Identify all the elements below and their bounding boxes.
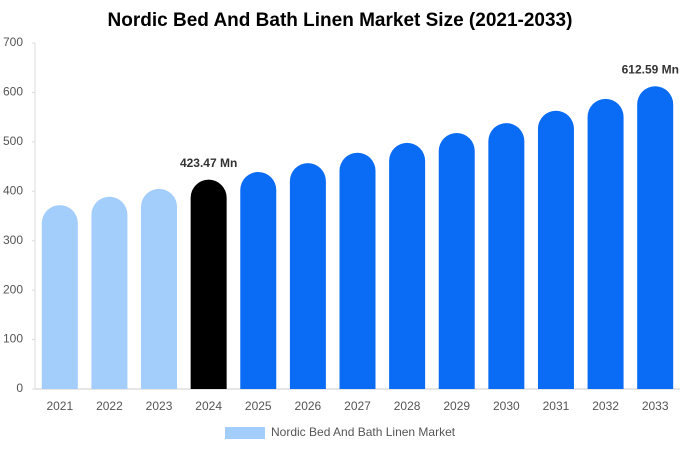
legend-label: Nordic Bed And Bath Linen Market bbox=[271, 425, 456, 439]
value-label: 612.59 Mn bbox=[622, 62, 679, 76]
bar bbox=[91, 196, 128, 389]
y-tick-label: 700 bbox=[3, 35, 23, 49]
x-tick-label: 2033 bbox=[642, 399, 669, 413]
bar bbox=[240, 172, 277, 389]
bar bbox=[438, 132, 475, 389]
bar bbox=[41, 205, 78, 389]
x-tick-label: 2030 bbox=[493, 399, 520, 413]
bar bbox=[389, 142, 426, 389]
y-tick-label: 500 bbox=[3, 134, 23, 148]
bar bbox=[587, 98, 624, 390]
bar bbox=[339, 152, 376, 389]
y-tick-label: 600 bbox=[3, 85, 23, 99]
x-tick-label: 2022 bbox=[96, 399, 123, 413]
legend-swatch bbox=[225, 427, 265, 439]
y-tick-label: 400 bbox=[3, 183, 23, 197]
x-tick-label: 2027 bbox=[344, 399, 371, 413]
y-tick-label: 0 bbox=[16, 381, 23, 395]
bar bbox=[141, 188, 178, 389]
x-tick-label: 2024 bbox=[195, 399, 222, 413]
bar bbox=[488, 123, 525, 390]
x-tick-label: 2021 bbox=[46, 399, 73, 413]
y-tick-label: 200 bbox=[3, 282, 23, 296]
bar bbox=[637, 86, 674, 390]
x-tick-label: 2032 bbox=[592, 399, 619, 413]
chart-title: Nordic Bed And Bath Linen Market Size (2… bbox=[108, 10, 573, 31]
y-tick-label: 300 bbox=[3, 233, 23, 247]
x-tick-label: 2025 bbox=[245, 399, 272, 413]
bar bbox=[289, 163, 326, 389]
x-tick-label: 2031 bbox=[543, 399, 570, 413]
x-tick-label: 2029 bbox=[443, 399, 470, 413]
x-tick-label: 2023 bbox=[146, 399, 173, 413]
bar bbox=[190, 179, 227, 389]
y-tick-label: 100 bbox=[3, 332, 23, 346]
x-tick-label: 2026 bbox=[295, 399, 322, 413]
value-label: 423.47 Mn bbox=[180, 156, 237, 170]
bar bbox=[537, 110, 574, 389]
x-tick-label: 2028 bbox=[394, 399, 421, 413]
